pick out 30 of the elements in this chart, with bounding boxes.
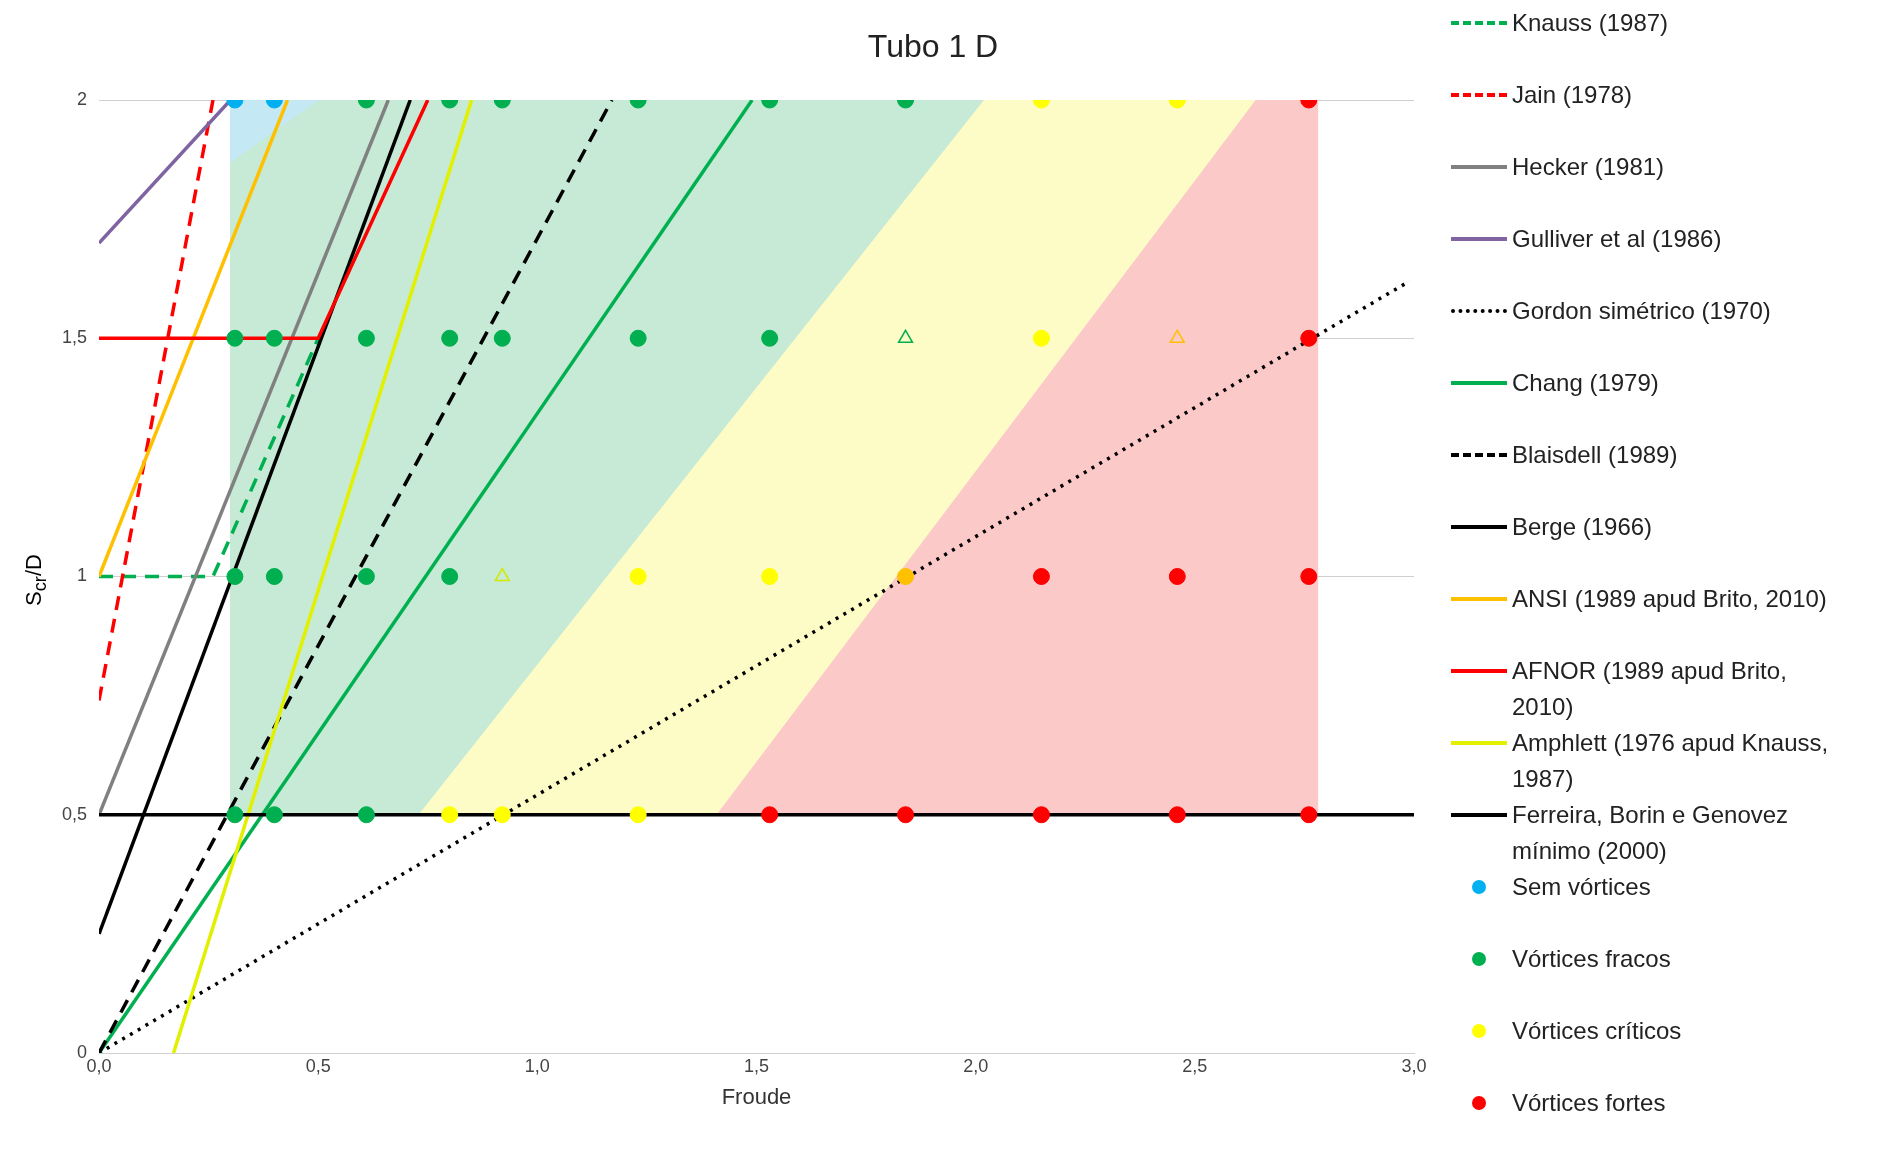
legend-label: Blaisdell (1989) — [1512, 440, 1678, 470]
y-tick-label: 0 — [77, 1041, 88, 1062]
legend-label: Hecker (1981) — [1512, 152, 1665, 182]
y-tick-label: 0,5 — [61, 803, 88, 824]
x-tick-label: 2,5 — [1182, 1055, 1208, 1076]
legend-label: Vórtices críticos — [1512, 1016, 1682, 1046]
legend-label: Ferreira, Borin e Genovez mínimo (2000) — [1512, 800, 1790, 866]
legend-label: ANSI (1989 apud Brito, 2010) — [1512, 584, 1827, 614]
y-tick-label: 2 — [77, 88, 88, 109]
legend-label: Gulliver et al (1986) — [1512, 224, 1722, 254]
y-tick-label: 1,5 — [61, 327, 88, 348]
legend-label: AFNOR (1989 apud Brito, 2010) — [1512, 656, 1788, 722]
legend-label: Vórtices fracos — [1512, 944, 1671, 974]
legend-label: Berge (1966) — [1512, 512, 1653, 542]
legend-label: Gordon simétrico (1970) — [1512, 296, 1771, 326]
x-tick-label: 2,0 — [963, 1055, 989, 1076]
legend-label: Sem vórtices — [1512, 872, 1651, 902]
legend-label: Knauss (1987) — [1512, 8, 1669, 38]
x-tick-label: 0,0 — [86, 1055, 112, 1076]
x-axis-title: Froude — [721, 1083, 792, 1109]
x-tick-label: 3,0 — [1401, 1055, 1427, 1076]
x-tick-label: 1,0 — [524, 1055, 550, 1076]
x-tick-label: 0,5 — [305, 1055, 331, 1076]
y-tick-label: 1 — [77, 565, 88, 586]
legend-label: Amphlett (1976 apud Knauss, 1987) — [1512, 728, 1830, 794]
x-tick-label: 1,5 — [744, 1055, 770, 1076]
legend-label: Chang (1979) — [1512, 368, 1659, 398]
legend-label: Vórtices fortes — [1512, 1088, 1666, 1118]
chart-title: Tubo 1 D — [867, 28, 999, 64]
legend-label: Jain (1978) — [1512, 80, 1633, 110]
